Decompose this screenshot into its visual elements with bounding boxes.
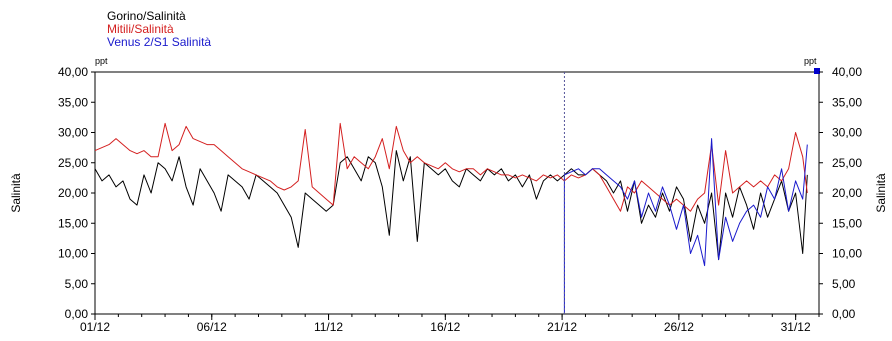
plot-area — [94, 71, 820, 315]
y-tick-label: 35,00 — [832, 95, 862, 109]
y-unit-right: ppt — [804, 56, 817, 66]
series-line-2 — [563, 138, 808, 314]
y-tick-label: 15,00 — [832, 216, 862, 230]
y-tick-label: 0,00 — [832, 307, 856, 321]
y-tick-label: 10,00 — [58, 247, 88, 261]
legend-item: Venus 2/S1 Salinità — [107, 35, 211, 49]
legend-item: Mitili/Salinità — [107, 22, 174, 36]
series-line-0 — [94, 150, 808, 261]
legend-item: Gorino/Salinità — [107, 9, 186, 23]
x-axis: 01/12 06/12 11/12 16/12 21/12 26/12 31/12 — [80, 314, 820, 334]
y-axis-right: 0,00 5,00 10,00 15,00 20,00 25,00 30,00 35,00 40… — [819, 65, 862, 321]
y-tick-label: 25,00 — [832, 156, 862, 170]
y-tick-label: 30,00 — [832, 126, 862, 140]
x-tick-label: 01/12 — [80, 320, 110, 334]
y-unit-left: ppt — [95, 56, 108, 66]
x-tick-label: 16/12 — [430, 320, 460, 334]
y-tick-label: 5,00 — [65, 277, 89, 291]
y-tick-label: 25,00 — [58, 156, 88, 170]
x-tick-label: 11/12 — [314, 320, 343, 334]
y-tick-label: 0,00 — [65, 307, 89, 321]
x-tick-label: 21/12 — [547, 320, 577, 334]
y-tick-label: 40,00 — [832, 65, 862, 79]
y-tick-label: 10,00 — [832, 247, 862, 261]
x-tick-label: 06/12 — [197, 320, 227, 334]
y-tick-label: 15,00 — [58, 216, 88, 230]
y-tick-label: 30,00 — [58, 126, 88, 140]
series-layer — [94, 122, 808, 314]
y-tick-label: 20,00 — [832, 186, 862, 200]
y-tick-label: 35,00 — [58, 95, 88, 109]
x-tick-label: 26/12 — [664, 320, 694, 334]
cursor-marker[interactable] — [814, 68, 820, 74]
y-tick-label: 5,00 — [832, 277, 856, 291]
series-line-1 — [94, 122, 808, 212]
y-tick-label: 20,00 — [58, 186, 88, 200]
y-axis-right-title: Salinità — [874, 173, 888, 213]
y-axis-left: 0,00 5,00 10,00 15,00 20,00 25,00 30,00 35,00 40… — [58, 65, 95, 321]
y-tick-label: 40,00 — [58, 65, 88, 79]
x-tick-label: 31/12 — [781, 320, 811, 334]
y-axis-left-title: Salinità — [9, 173, 23, 213]
